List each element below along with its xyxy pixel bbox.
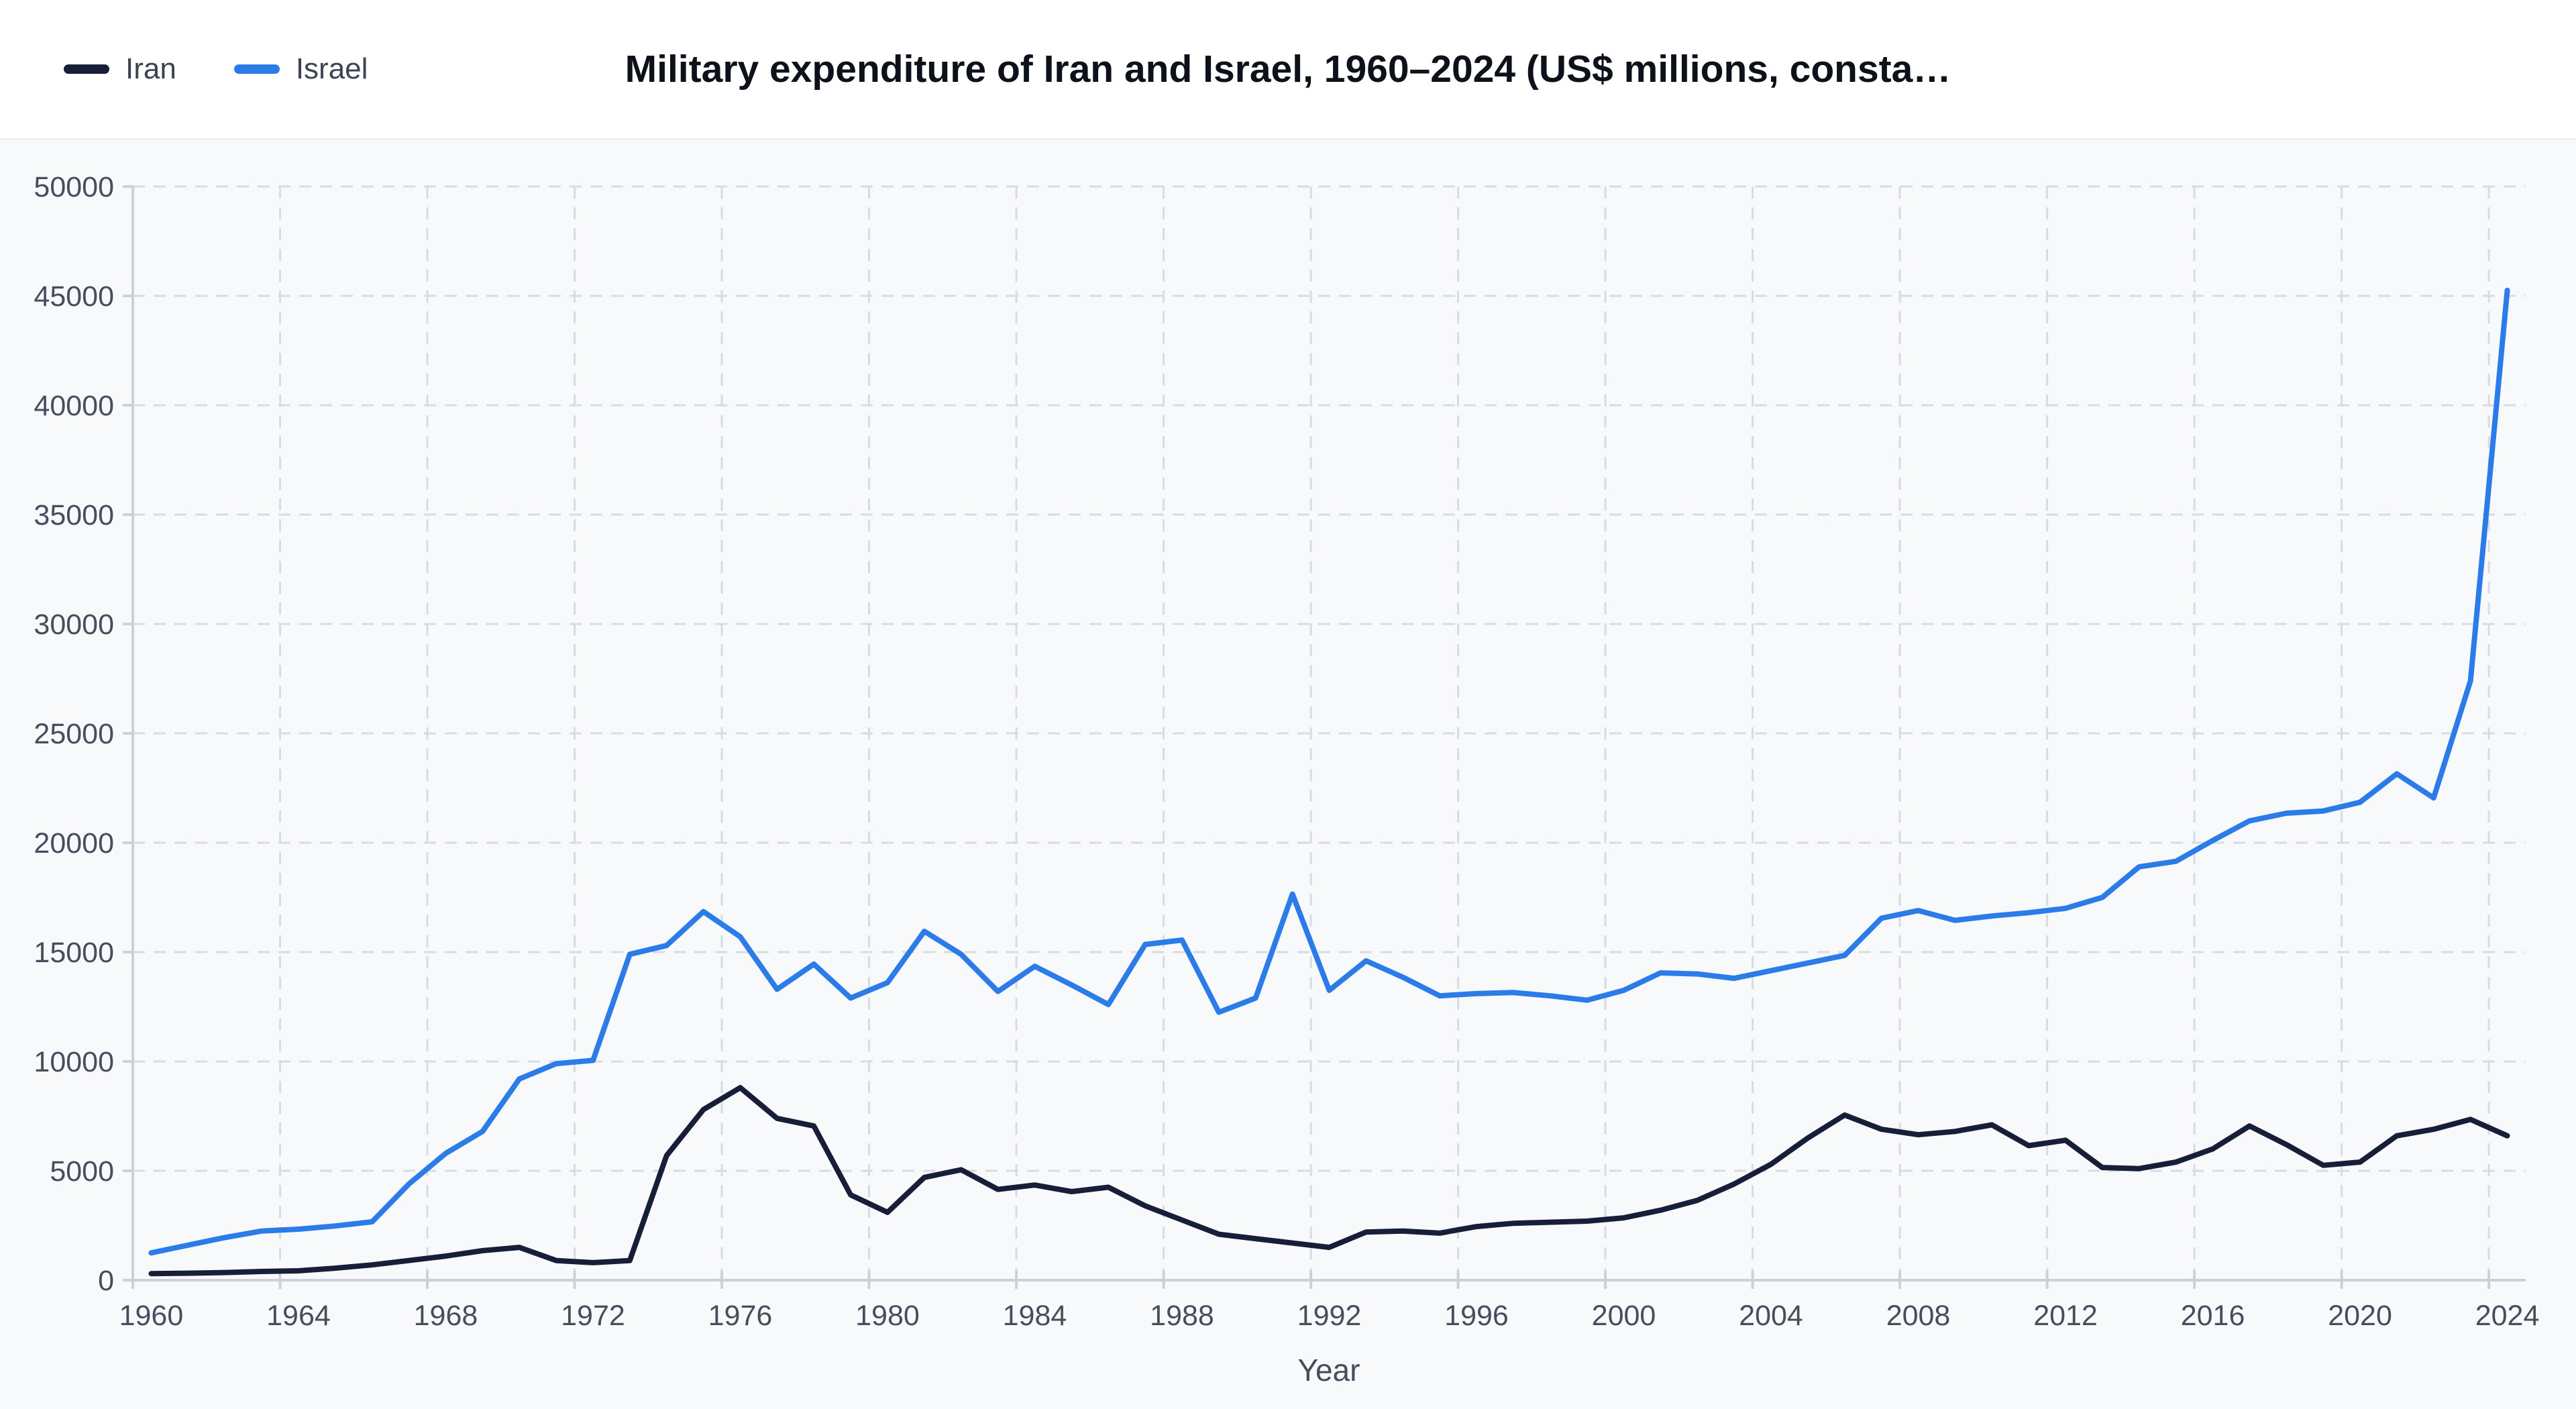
legend: Iran Israel <box>64 0 368 138</box>
x-tick-label: 2004 <box>1739 1300 1803 1332</box>
y-tick-label: 10000 <box>34 1046 114 1078</box>
x-tick-label: 2000 <box>1592 1300 1656 1332</box>
y-tick-label: 45000 <box>34 280 114 313</box>
axes <box>123 185 2526 1289</box>
legend-item-iran[interactable]: Iran <box>64 52 176 86</box>
x-tick-label: 1992 <box>1297 1300 1362 1332</box>
x-tick-label: 1968 <box>414 1300 478 1332</box>
x-axis-title: Year <box>1298 1353 1360 1388</box>
y-tick-label: 15000 <box>34 937 114 969</box>
x-tick-label: 2012 <box>2033 1300 2098 1332</box>
x-tick-label: 1960 <box>119 1300 184 1332</box>
israel-line-series <box>148 287 2510 1256</box>
legend-item-israel[interactable]: Israel <box>233 52 368 86</box>
x-tick-label: 1976 <box>708 1300 773 1332</box>
x-tick-label: 2020 <box>2328 1300 2392 1332</box>
x-tick-label: 1984 <box>1003 1300 1067 1332</box>
y-tick-label: 40000 <box>34 390 114 422</box>
israel-line-swatch-icon <box>233 64 280 74</box>
x-tick-label: 1964 <box>266 1300 331 1332</box>
y-tick-label: 50000 <box>34 171 114 203</box>
y-tick-label: 30000 <box>34 609 114 641</box>
x-tick-label: 1988 <box>1150 1300 1214 1332</box>
chart-title: Military expenditure of Iran and Israel,… <box>625 48 1951 91</box>
y-tick-label: 35000 <box>34 499 114 531</box>
legend-label-iran: Iran <box>125 52 176 85</box>
y-tick-label: 0 <box>98 1265 114 1297</box>
y-tick-label: 5000 <box>50 1155 114 1188</box>
iran-line-series <box>148 1085 2510 1277</box>
x-tick-label: 1980 <box>855 1300 920 1332</box>
x-tick-label: 2008 <box>1886 1300 1951 1332</box>
axis-tick-labels: 0 5000 10000 15000 20000 25000 30000 35000 40000… <box>34 171 2539 1332</box>
x-tick-label: 2016 <box>2181 1300 2245 1332</box>
x-tick-label: 2024 <box>2475 1300 2540 1332</box>
legend-label-israel: Israel <box>295 52 368 85</box>
x-tick-label: 1996 <box>1444 1300 1509 1332</box>
iran-line-swatch-icon <box>64 64 109 74</box>
gridlines <box>133 185 2526 1280</box>
x-tick-label: 1972 <box>561 1300 625 1332</box>
y-tick-label: 20000 <box>34 827 114 859</box>
y-tick-label: 25000 <box>34 718 114 750</box>
chart-header: Military expenditure of Iran and Israel,… <box>0 0 2576 140</box>
series-lines <box>148 287 2510 1277</box>
